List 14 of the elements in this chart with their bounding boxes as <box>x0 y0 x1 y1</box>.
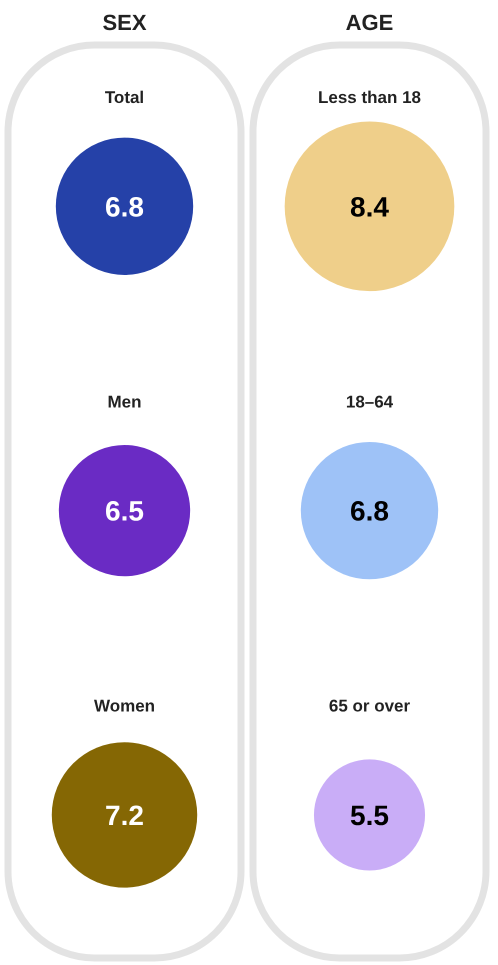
category-label: 18–64 <box>346 392 394 412</box>
text: AGE <box>346 10 394 35</box>
category-label: 65 or over <box>328 696 411 716</box>
data-label: 6.8 <box>350 496 389 527</box>
category-label: Less than 18 <box>318 88 421 107</box>
data-label: 6.8 <box>105 191 144 222</box>
category-label: Total <box>104 88 144 107</box>
data-label: 7.2 <box>105 800 144 832</box>
data-label: 8.4 <box>350 191 390 222</box>
category-label: Women <box>94 696 156 716</box>
text: SEX <box>102 10 147 35</box>
data-label: 5.5 <box>350 800 389 832</box>
data-label: 6.5 <box>105 496 144 527</box>
category-label: Men <box>108 392 142 412</box>
